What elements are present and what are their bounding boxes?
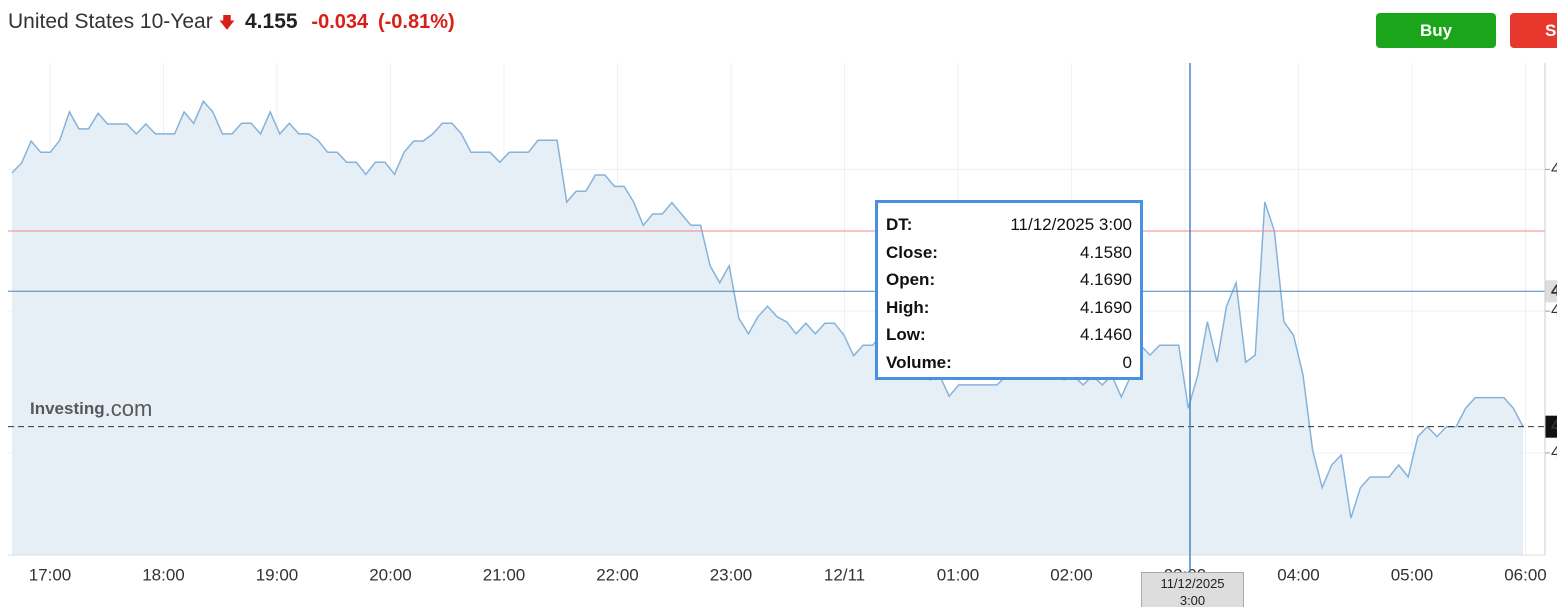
price-line [11,99,1524,519]
tooltip-key: Close: [886,242,938,262]
watermark-suffix: .com [105,396,153,421]
crosshair-label: 11/12/2025 3:00 [1141,572,1244,607]
x-tick-label: 06:00 [1504,565,1547,584]
x-tick-label: 19:00 [256,565,299,584]
price-badge-label: 4 [1551,416,1557,435]
x-tick-label: 22:00 [596,565,639,584]
price-badge [1545,280,1557,303]
change-percent: (-0.81%) [377,11,455,33]
price: 4.155 [245,10,298,33]
tooltip-value: 4.1690 [1080,270,1132,289]
tooltip-row: Volume: 0 [886,349,1132,377]
x-tick-label: 21:00 [483,565,526,584]
tooltip-value: 11/12/2025 3:00 [1010,215,1132,234]
tooltip-value: 4.1460 [1080,325,1132,344]
x-tick-label: 12/11 [824,565,865,584]
watermark-brand: Investing [30,399,105,418]
price-badge-label: 4 [1551,281,1557,300]
price-badge [1545,415,1557,438]
down-arrow: 🡇 [218,15,236,32]
watermark: Investing.com [30,396,152,421]
tooltip-key: Open: [886,270,936,289]
tooltip-key: DT: [886,215,913,234]
change: -0.034 [311,11,369,33]
tooltip-value: 4.1580 [1080,242,1132,262]
y-tick-label: 4 [1551,159,1557,178]
tooltip-row: High: 4.1690 [886,294,1132,322]
instrument-title: United States 10-Year [8,10,213,33]
x-tick-label: 02:00 [1050,565,1093,584]
tooltip-value: 4.1690 [1080,297,1132,317]
area [12,101,1523,556]
x-tick-label: 04:00 [1277,565,1320,584]
x-tick-label: 23:00 [710,565,753,584]
tooltip-value: 0 [1122,352,1132,372]
x-tick-label: 20:00 [369,565,412,584]
x-tick-label: 01:00 [937,565,980,584]
y-tick-label: 4 [1551,442,1557,461]
buy-button[interactable]: Buy [1376,13,1496,48]
tooltip-row: DT: 11/12/2025 3:00 [886,211,1132,239]
tooltip-row: Open: 4.1690 [886,266,1132,294]
tooltip: DT: 11/12/2025 3:00 Close: 4.1580 Open: 4.169… [875,200,1143,380]
header: United States 10-Year 🡇 4.155 -0.034 (-0.… [8,10,455,39]
sell-button[interactable]: S [1510,13,1557,48]
y-tick-label: 4 [1551,301,1557,320]
tooltip-row: Close: 4.1580 [886,239,1132,267]
x-tick-label: 05:00 [1391,565,1434,584]
tooltip-key: Volume: [886,352,952,372]
tooltip-key: Low: [886,325,926,344]
x-tick-label: 18:00 [142,565,185,584]
tooltip-row: Low: 4.1460 [886,321,1132,349]
x-tick-label: 17:00 [29,565,72,584]
tooltip-key: High: [886,297,930,317]
